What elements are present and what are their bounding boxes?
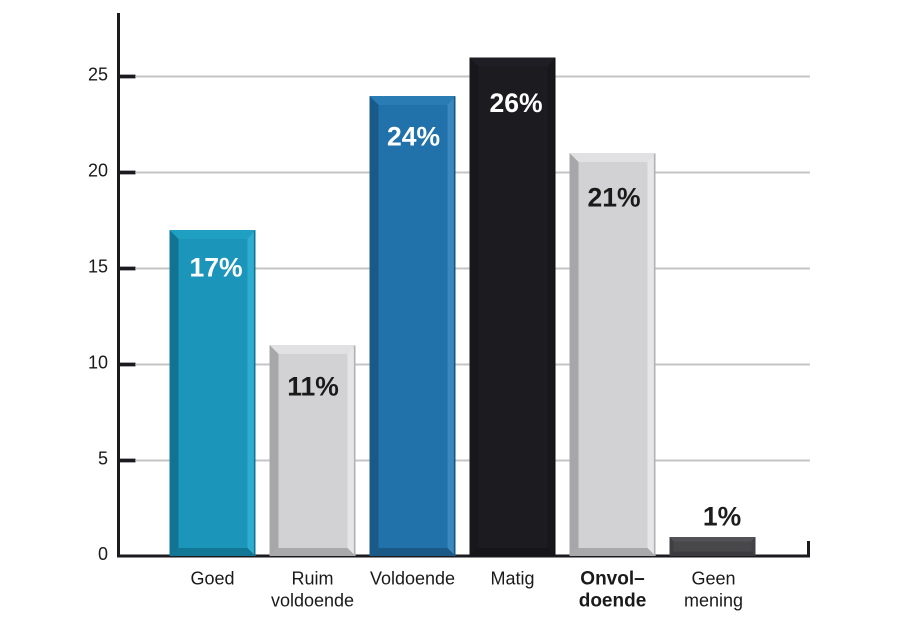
svg-text:0: 0 [98, 544, 108, 564]
svg-text:21%: 21% [587, 183, 640, 213]
svg-text:17%: 17% [189, 253, 242, 283]
svg-text:26%: 26% [489, 88, 542, 118]
svg-text:Goed: Goed [190, 569, 234, 589]
svg-text:Voldoende: Voldoende [370, 569, 455, 589]
svg-text:Onvol–: Onvol– [580, 569, 644, 590]
svg-text:20: 20 [88, 160, 108, 180]
svg-text:10: 10 [88, 352, 108, 372]
svg-text:25: 25 [88, 64, 108, 84]
svg-text:1%: 1% [703, 502, 741, 532]
svg-text:Ruim: Ruim [291, 569, 333, 589]
svg-text:mening: mening [684, 591, 743, 611]
svg-text:24%: 24% [387, 122, 440, 152]
svg-text:11%: 11% [287, 372, 339, 402]
svg-text:doende: doende [579, 591, 647, 612]
svg-text:15: 15 [88, 256, 108, 276]
svg-text:Geen: Geen [691, 569, 735, 589]
svg-text:5: 5 [98, 448, 108, 468]
svg-text:voldoende: voldoende [271, 591, 354, 611]
svg-text:Matig: Matig [490, 569, 534, 589]
